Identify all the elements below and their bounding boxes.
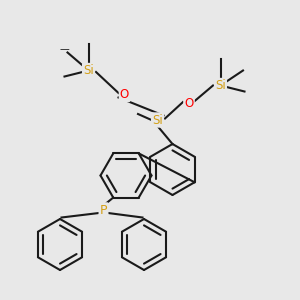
Text: Si: Si: [83, 64, 94, 77]
Text: P: P: [100, 203, 107, 217]
Text: —: —: [60, 44, 69, 55]
Text: O: O: [120, 88, 129, 101]
Text: Si: Si: [152, 113, 163, 127]
Text: Si: Si: [215, 79, 226, 92]
Text: O: O: [184, 97, 194, 110]
